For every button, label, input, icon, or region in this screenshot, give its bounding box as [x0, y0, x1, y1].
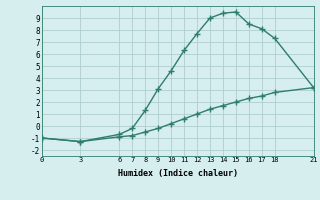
X-axis label: Humidex (Indice chaleur): Humidex (Indice chaleur) [118, 169, 237, 178]
